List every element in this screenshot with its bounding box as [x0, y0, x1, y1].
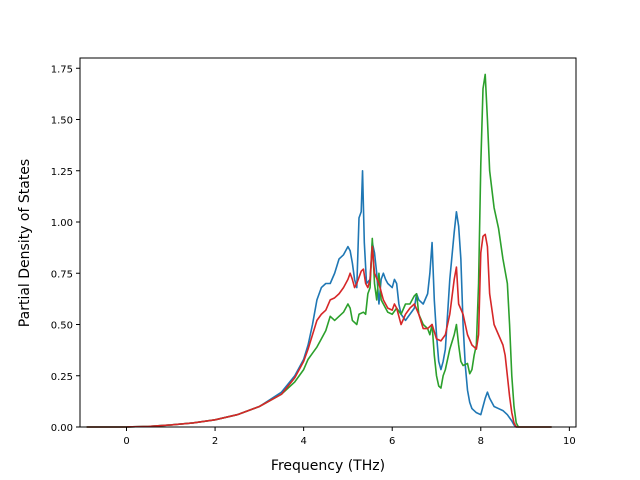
x-tick-label: 0 [123, 436, 129, 447]
y-tick-label: 0.75 [51, 269, 73, 280]
x-tick-label: 2 [212, 436, 218, 447]
series-layer [86, 73, 552, 428]
x-axis: 0 2 4 6 8 10 [123, 427, 576, 447]
x-tick-label: 4 [300, 436, 306, 447]
x-tick-label: 6 [389, 436, 395, 447]
y-tick-label: 0.00 [51, 423, 73, 434]
plot-frame [79, 57, 577, 428]
y-tick-label: 1.50 [51, 116, 73, 127]
x-axis-title: Frequency (THz) [271, 458, 385, 474]
y-tick-label: 0.50 [51, 321, 73, 332]
y-tick-label: 0.25 [51, 372, 73, 383]
x-tick-label: 8 [478, 436, 484, 447]
y-axis-title: Partial Density of States [17, 159, 33, 327]
x-tick-label: 10 [563, 436, 576, 447]
y-tick-label: 1.25 [51, 167, 73, 178]
series-line-1 [86, 169, 552, 428]
y-tick-label: 1.75 [51, 64, 73, 75]
series-line-2 [86, 73, 552, 428]
y-axis: 0.00 0.25 0.50 0.75 1.00 1.25 1.50 1.75 [51, 64, 80, 434]
plot-background [80, 58, 576, 427]
y-tick-label: 1.00 [51, 218, 73, 229]
series-line-3 [86, 233, 552, 428]
